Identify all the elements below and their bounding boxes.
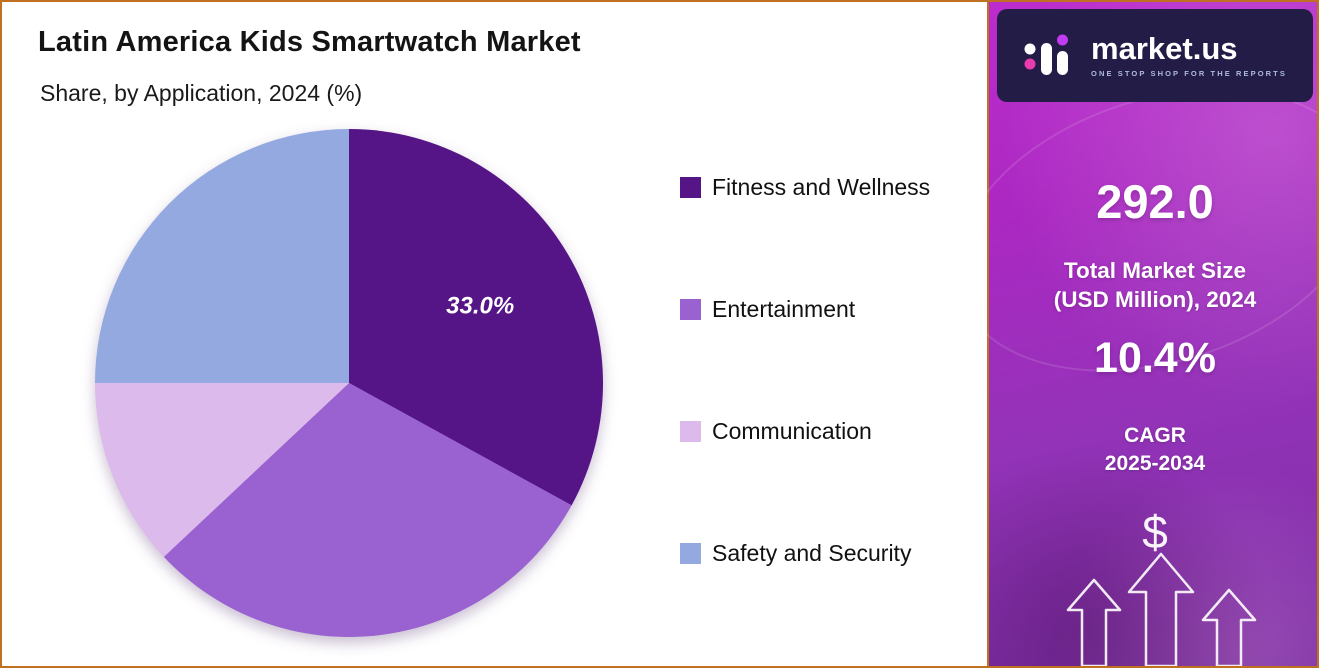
chart-subtitle: Share, by Application, 2024 (%) [40, 80, 363, 106]
legend-item-communication: Communication [680, 416, 930, 446]
legend-swatch-safety-and-security [680, 542, 701, 564]
market-size-value: 292.0 [1096, 175, 1214, 228]
cagr-value: 10.4% [1094, 334, 1216, 382]
legend-label: Safety and Security [712, 539, 912, 566]
marketus-logo-icon [1024, 34, 1069, 75]
cagr-label-line2: 2025-2034 [1104, 451, 1206, 475]
legend-swatch-entertainment [680, 298, 701, 320]
dollar-icon: $ [1142, 506, 1168, 558]
legend-item-safety-and-security: Safety and Security [680, 538, 930, 568]
pie-chart: 33.0% [91, 125, 607, 641]
legend-item-entertainment: Entertainment [680, 294, 930, 324]
pie-slice-entertainment [163, 383, 572, 637]
pie-slice-communication [95, 383, 349, 557]
legend-item-fitness-and-wellness: Fitness and Wellness [680, 172, 930, 202]
growth-arrows-icon [1066, 552, 1257, 666]
pie-slice-safety-and-security [95, 129, 349, 383]
chart-area: Latin America Kids Smartwatch Market Sha… [2, 2, 987, 666]
brand-name: market.us [1091, 31, 1238, 66]
legend-label: Fitness and Wellness [712, 173, 931, 200]
market-size-label-line1: Total Market Size [1063, 258, 1247, 283]
market-size-label-line2: (USD Million), 2024 [1053, 287, 1257, 313]
cagr-label-line1: CAGR [1124, 424, 1186, 447]
pie-slice-fitness-and-wellness [349, 129, 603, 506]
cagr-label: CAGR 2025-2034 [989, 422, 1317, 477]
pie-data-label: 33.0% [446, 292, 514, 319]
market-size-label: Total Market Size (USD Million), 2024 [989, 256, 1317, 315]
pie-chart-svg: 33.0% [95, 129, 603, 637]
brand-logo-box: market.us ONE STOP SHOP FOR THE REPORTS [997, 9, 1313, 102]
chart-legend: Fitness and Wellness Entertainment Commu… [680, 172, 930, 660]
page-title: Latin America Kids Smartwatch Market [38, 26, 581, 58]
legend-swatch-communication [680, 420, 701, 442]
legend-label: Communication [712, 417, 872, 444]
brand-tagline: ONE STOP SHOP FOR THE REPORTS [1091, 69, 1287, 78]
legend-swatch-fitness-and-wellness [680, 176, 701, 198]
brand-text: market.us ONE STOP SHOP FOR THE REPORTS [1091, 33, 1287, 78]
legend-label: Entertainment [712, 295, 856, 322]
brand-sidebar: market.us ONE STOP SHOP FOR THE REPORTS … [918, 2, 1317, 666]
